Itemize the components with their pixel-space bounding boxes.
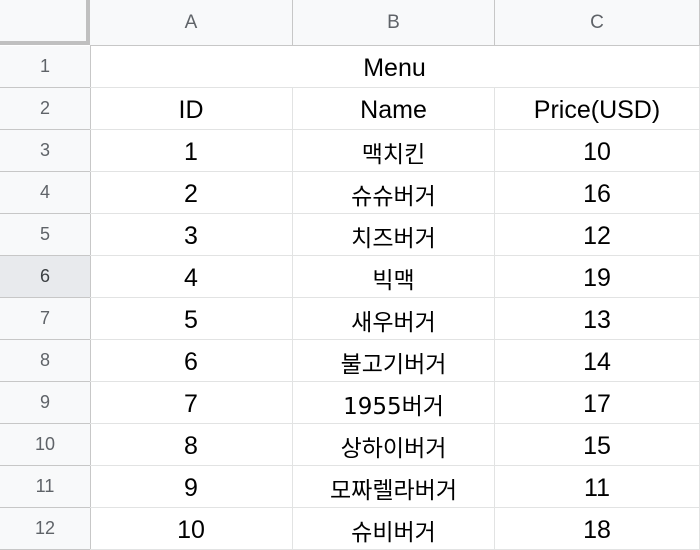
cell-b6[interactable]: 빅맥: [293, 256, 495, 298]
cell-a4[interactable]: 2: [90, 172, 293, 214]
header-cell-b[interactable]: Name: [293, 88, 495, 130]
header-cell-c[interactable]: Price(USD): [495, 88, 700, 130]
cell-b8[interactable]: 불고기버거: [293, 340, 495, 382]
row-header-2[interactable]: 2: [0, 88, 91, 130]
row-header-1[interactable]: 1: [0, 46, 91, 88]
cell-a8[interactable]: 6: [90, 340, 293, 382]
cell-a11[interactable]: 9: [90, 466, 293, 508]
cell-c5[interactable]: 12: [495, 214, 700, 256]
cell-b11[interactable]: 모짜렐라버거: [293, 466, 495, 508]
cell-c3[interactable]: 10: [495, 130, 700, 172]
cell-a5[interactable]: 3: [90, 214, 293, 256]
cell-b4[interactable]: 슈슈버거: [293, 172, 495, 214]
column-header-a[interactable]: A: [90, 0, 293, 46]
row-header-6[interactable]: 6: [0, 256, 91, 298]
cell-c9[interactable]: 17: [495, 382, 700, 424]
column-header-c[interactable]: C: [495, 0, 700, 46]
cell-b9[interactable]: 1955버거: [293, 382, 495, 424]
cell-a9[interactable]: 7: [90, 382, 293, 424]
cell-b10[interactable]: 상하이버거: [293, 424, 495, 466]
cell-b3[interactable]: 맥치킨: [293, 130, 495, 172]
cell-c10[interactable]: 15: [495, 424, 700, 466]
cell-c8[interactable]: 14: [495, 340, 700, 382]
cell-a12[interactable]: 10: [90, 508, 293, 550]
select-all-corner[interactable]: [0, 0, 90, 45]
row-header-8[interactable]: 8: [0, 340, 91, 382]
cell-c7[interactable]: 13: [495, 298, 700, 340]
cell-c12[interactable]: 18: [495, 508, 700, 550]
row-header-9[interactable]: 9: [0, 382, 91, 424]
merged-title-cell[interactable]: Menu: [90, 46, 700, 88]
row-header-11[interactable]: 11: [0, 466, 91, 508]
row-header-3[interactable]: 3: [0, 130, 91, 172]
row-header-4[interactable]: 4: [0, 172, 91, 214]
cell-b7[interactable]: 새우버거: [293, 298, 495, 340]
row-header-5[interactable]: 5: [0, 214, 91, 256]
cell-b5[interactable]: 치즈버거: [293, 214, 495, 256]
header-cell-a[interactable]: ID: [90, 88, 293, 130]
row-header-7[interactable]: 7: [0, 298, 91, 340]
cell-a10[interactable]: 8: [90, 424, 293, 466]
column-header-b[interactable]: B: [293, 0, 495, 46]
cell-a3[interactable]: 1: [90, 130, 293, 172]
cell-a6[interactable]: 4: [90, 256, 293, 298]
cell-c4[interactable]: 16: [495, 172, 700, 214]
row-header-12[interactable]: 12: [0, 508, 91, 550]
cell-a7[interactable]: 5: [90, 298, 293, 340]
cell-b12[interactable]: 슈비버거: [293, 508, 495, 550]
row-header-10[interactable]: 10: [0, 424, 91, 466]
cell-c11[interactable]: 11: [495, 466, 700, 508]
cell-c6[interactable]: 19: [495, 256, 700, 298]
